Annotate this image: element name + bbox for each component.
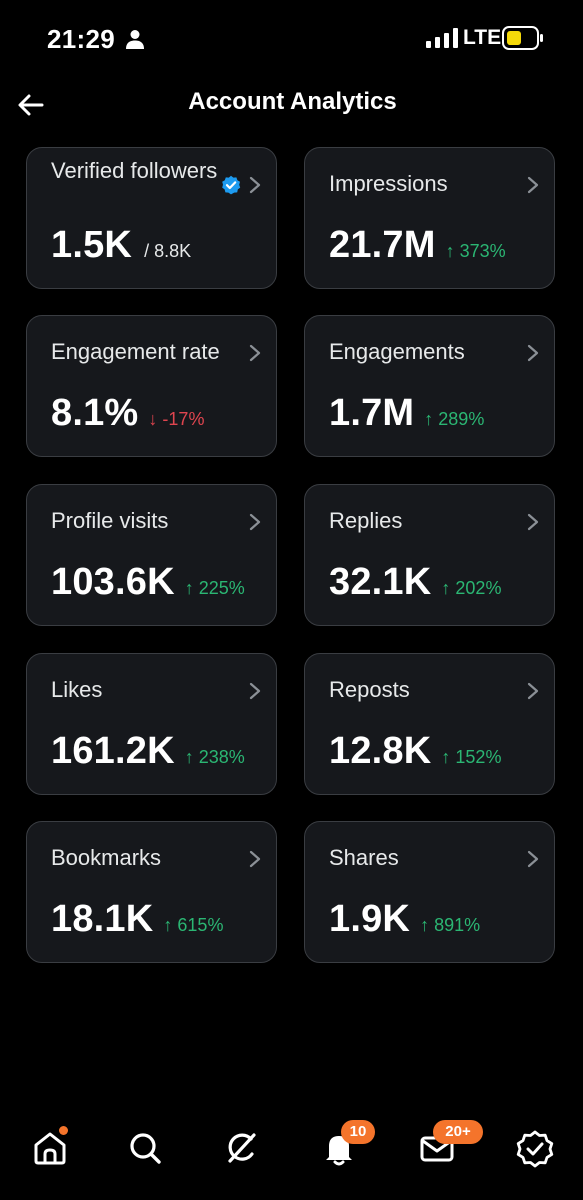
chevron-right-icon [249, 513, 261, 531]
card-shares[interactable]: Shares 1.9K ↑ 891% [304, 821, 555, 963]
card-engagement-rate[interactable]: Engagement rate 8.1% ↓ -17% [26, 315, 277, 457]
card-value: 8.1% [51, 392, 139, 434]
chevron-right-icon [527, 850, 539, 868]
card-value: 32.1K [329, 561, 432, 603]
verified-badge-icon [222, 175, 241, 195]
card-profile-visits[interactable]: Profile visits 103.6K ↑ 225% [26, 484, 277, 626]
chevron-right-icon [527, 176, 539, 194]
card-delta: ↑ 202% [441, 578, 502, 598]
verified-orgs-icon[interactable] [515, 1128, 555, 1168]
card-delta: ↑ 891% [420, 915, 481, 935]
card-value-row: 161.2K ↑ 238% [51, 730, 245, 773]
chevron-right-icon [527, 344, 539, 362]
card-label: Profile visits [51, 508, 169, 533]
person-icon [126, 30, 144, 49]
card-label: Engagement rate [51, 339, 220, 364]
card-total: / 8.8K [144, 241, 192, 261]
card-label: Impressions [329, 171, 448, 196]
search-icon[interactable] [125, 1128, 165, 1168]
battery-icon [502, 26, 543, 50]
card-value: 12.8K [329, 730, 432, 772]
card-value: 161.2K [51, 730, 175, 772]
home-unread-dot [59, 1126, 68, 1135]
card-impressions[interactable]: Impressions 21.7M ↑ 373% [304, 147, 555, 289]
card-value: 1.9K [329, 898, 411, 940]
card-delta: ↑ 615% [163, 915, 224, 935]
chevron-right-icon [249, 344, 261, 362]
card-value: 1.5K [51, 224, 133, 266]
card-delta: ↓ -17% [148, 409, 205, 429]
card-value: 103.6K [51, 561, 175, 603]
card-value-row: 12.8K ↑ 152% [329, 730, 501, 773]
card-verified-followers[interactable]: Verified followers 1.5K / 8.8K [26, 147, 277, 289]
card-replies[interactable]: Replies 32.1K ↑ 202% [304, 484, 555, 626]
page-title: Account Analytics [188, 88, 397, 115]
chevron-right-icon [249, 176, 261, 194]
card-engagements[interactable]: Engagements 1.7M ↑ 289% [304, 315, 555, 457]
notifications-badge: 10 [341, 1120, 375, 1144]
network-type: LTE [463, 26, 502, 49]
signal-icon [426, 28, 458, 48]
card-label: Shares [329, 845, 399, 870]
card-value-row: 1.9K ↑ 891% [329, 898, 480, 941]
card-label: Reposts [329, 677, 410, 702]
card-label: Replies [329, 508, 403, 533]
card-delta: ↑ 238% [184, 747, 245, 767]
card-value-row: 1.5K / 8.8K [51, 224, 191, 267]
card-delta: ↑ 373% [445, 241, 506, 261]
chevron-right-icon [249, 682, 261, 700]
card-value-row: 8.1% ↓ -17% [51, 392, 204, 435]
card-label: Verified followers [51, 158, 218, 183]
card-label: Likes [51, 677, 103, 702]
chevron-right-icon [527, 682, 539, 700]
card-value-row: 32.1K ↑ 202% [329, 561, 501, 604]
home-icon[interactable] [30, 1128, 70, 1168]
bottom-nav: 10 20+ [0, 1120, 583, 1200]
card-label: Engagements [329, 339, 465, 364]
card-value-row: 18.1K ↑ 615% [51, 898, 223, 941]
card-value-row: 103.6K ↑ 225% [51, 561, 245, 604]
card-delta: ↑ 225% [184, 578, 245, 598]
card-reposts[interactable]: Reposts 12.8K ↑ 152% [304, 653, 555, 795]
status-time: 21:29 [47, 24, 115, 54]
card-delta: ↑ 289% [424, 409, 485, 429]
card-label: Bookmarks [51, 845, 162, 870]
chevron-right-icon [527, 513, 539, 531]
page-header: Account Analytics [0, 80, 583, 130]
card-value-row: 21.7M ↑ 373% [329, 224, 506, 267]
card-value: 1.7M [329, 392, 415, 434]
card-value: 18.1K [51, 898, 154, 940]
card-value: 21.7M [329, 224, 436, 266]
card-delta: ↑ 152% [441, 747, 502, 767]
card-value-row: 1.7M ↑ 289% [329, 392, 484, 435]
back-arrow-icon[interactable] [14, 88, 48, 122]
status-bar: 21:29 LTE [0, 0, 583, 80]
card-bookmarks[interactable]: Bookmarks 18.1K ↑ 615% [26, 821, 277, 963]
card-likes[interactable]: Likes 161.2K ↑ 238% [26, 653, 277, 795]
chevron-right-icon [249, 850, 261, 868]
messages-badge: 20+ [433, 1120, 483, 1144]
grok-icon[interactable] [221, 1128, 261, 1168]
